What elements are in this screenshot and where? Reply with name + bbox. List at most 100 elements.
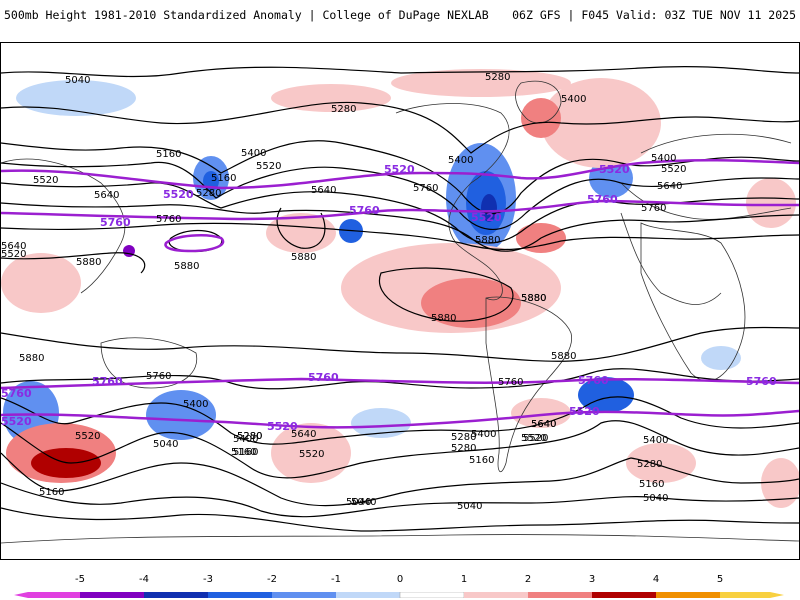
colorbar-tick: 2 (524, 574, 532, 585)
anomaly-blob (16, 80, 136, 116)
colorbar-seg (464, 592, 528, 598)
contour-label: 5760 (641, 203, 666, 214)
contour-label: 5280 (237, 431, 262, 442)
contour-label: 5520 (661, 164, 686, 175)
anomaly-blob (521, 98, 561, 138)
contour-label: 5760 (146, 371, 171, 382)
map-title: 500mb Height 1981-2010 Standardized Anom… (4, 8, 489, 22)
contour-label: 5400 (233, 434, 258, 445)
contour-label: 5760 (156, 214, 181, 225)
ref-label-5760: 5760 (746, 375, 777, 388)
map-panel: 5040 5280 5280 5400 5400 5160 5400 5520 … (0, 42, 800, 560)
eurasia-coast (620, 133, 792, 305)
contour-line (1, 222, 799, 251)
contour-label: 5040 (351, 497, 376, 508)
contour-label: 5400 (241, 148, 266, 159)
colorbar-tick: 3 (588, 574, 596, 585)
ref-label-5520: 5520 (1, 415, 32, 428)
colorbar-seg (14, 592, 80, 598)
contour-label: 5280 (196, 188, 221, 199)
contour-label: 5160 (156, 149, 181, 160)
ref-contour-5760-south (1, 377, 799, 390)
colorbar-seg (336, 592, 400, 598)
south-america-coast (485, 296, 573, 473)
ref-label-5760: 5760 (92, 375, 123, 388)
contour-line (1, 452, 799, 507)
reference-contours (1, 159, 799, 429)
colorbar-seg (208, 592, 272, 598)
contour-label: 5640 (291, 429, 316, 440)
colorbar-tick: -2 (267, 574, 277, 585)
anomaly-map: 5040 5280 5280 5400 5400 5160 5400 5520 … (1, 66, 799, 544)
contour-label: 5280 (637, 459, 662, 470)
contour-label: 5520 (521, 433, 546, 444)
contour-label: 5040 (65, 75, 90, 86)
contour-label: 5400 (651, 153, 676, 164)
contour-label: 5880 (431, 313, 456, 324)
ref-contour-5520-south (1, 409, 799, 429)
contour-line (1, 207, 326, 274)
africa-coast (640, 222, 746, 382)
colorbar-tick: 4 (652, 574, 660, 585)
ref-label-5760: 5760 (587, 193, 618, 206)
ref-contour-5760-north (1, 199, 799, 221)
contour-line (1, 482, 799, 518)
contour-label: 5040 (153, 439, 178, 450)
contour-label: 5640 (1, 241, 26, 252)
colorbar-seg (144, 592, 208, 598)
contour-label: 5520 (299, 449, 324, 460)
contour-label: 5880 (521, 293, 546, 304)
colorbar-tick-labels: -5 -4 -3 -2 -1 0 1 2 3 4 5 (0, 574, 800, 588)
contour-line (1, 368, 799, 390)
contour-label: 5880 (521, 293, 546, 304)
ref-label-5520: 5520 (267, 420, 298, 433)
ref-label-5760: 5760 (349, 204, 380, 217)
anomaly-blob (761, 458, 799, 508)
anomaly-blob (626, 443, 696, 483)
ref-label-5520: 5520 (384, 163, 415, 176)
anomaly-blob (746, 178, 796, 228)
contour-line (1, 420, 799, 479)
colorbar-tick: -3 (203, 574, 213, 585)
contour-label: 5280 (451, 432, 476, 443)
contour-label: 5040 (457, 501, 482, 512)
contour-label: 5520 (33, 175, 58, 186)
contour-label: 5160 (469, 455, 494, 466)
contour-label: 5400 (643, 435, 668, 446)
contour-label: 5400 (471, 429, 496, 440)
contour-label: 5160 (231, 447, 256, 458)
contour-label: 5640 (531, 419, 556, 430)
colorbar-seg (528, 592, 592, 598)
anomaly-blob (391, 69, 571, 97)
ref-label-5520: 5520 (163, 188, 194, 201)
contour-line (1, 161, 799, 230)
ref-label-5760: 5760 (1, 387, 32, 400)
colorbar-seg (80, 592, 144, 598)
contour-label: 5160 (39, 487, 64, 498)
contour-label: 5880 (174, 261, 199, 272)
contour-label: 5880 (76, 257, 101, 268)
contour-label: 5640 (531, 419, 556, 430)
contour-label: 5640 (311, 185, 336, 196)
anomaly-blob (578, 377, 634, 413)
contour-label: 5400 (448, 155, 473, 166)
colorbar-tick: -1 (331, 574, 341, 585)
contour-label: 5640 (94, 190, 119, 201)
ref-contour-5520-north (1, 159, 799, 190)
model-valid-time: 06Z GFS | F045 Valid: 03Z TUE NOV 11 202… (512, 8, 796, 22)
contour-label: 5520 (523, 433, 548, 444)
anomaly-blob (271, 84, 391, 112)
anomaly-shading (1, 69, 799, 508)
anomaly-blob (481, 194, 497, 222)
colorbar-seg (399, 592, 465, 598)
contour-label: 5760 (413, 183, 438, 194)
contour-label: 5520 (1, 249, 26, 260)
anomaly-blob (351, 408, 411, 438)
ref-label-5760: 5760 (308, 371, 339, 384)
contour-line (1, 507, 799, 532)
contour-label: 5880 (475, 235, 500, 246)
anomaly-blob (421, 278, 521, 328)
contour-label: 5280 (331, 104, 356, 115)
coastlines (1, 80, 799, 544)
contour-line (1, 140, 799, 215)
